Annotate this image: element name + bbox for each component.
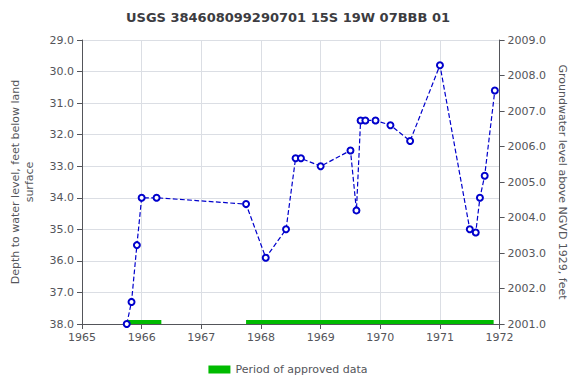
svg-text:Groundwater level above NGVD 1: Groundwater level above NGVD 1929, feet xyxy=(556,64,569,300)
svg-text:Depth to water level, feet bel: Depth to water level, feet below land xyxy=(9,80,22,285)
svg-text:1971: 1971 xyxy=(426,331,454,344)
svg-text:1970: 1970 xyxy=(366,331,394,344)
svg-text:2007.0: 2007.0 xyxy=(508,105,547,118)
svg-text:2008.0: 2008.0 xyxy=(508,69,547,82)
svg-text:1969: 1969 xyxy=(307,331,335,344)
svg-text:Period of approved data: Period of approved data xyxy=(235,363,367,376)
svg-text:USGS 384608099290701 15S 19W 0: USGS 384608099290701 15S 19W 07BBB 01 xyxy=(126,10,450,25)
svg-text:30.0: 30.0 xyxy=(50,65,75,78)
svg-text:29.0: 29.0 xyxy=(50,34,75,47)
svg-text:37.0: 37.0 xyxy=(50,286,75,299)
svg-text:2005.0: 2005.0 xyxy=(508,176,547,189)
svg-text:35.0: 35.0 xyxy=(50,223,75,236)
svg-text:2001.0: 2001.0 xyxy=(508,318,547,331)
svg-text:1967: 1967 xyxy=(187,331,215,344)
svg-text:31.0: 31.0 xyxy=(50,97,75,110)
svg-text:34.0: 34.0 xyxy=(50,191,75,204)
svg-text:36.0: 36.0 xyxy=(50,254,75,267)
svg-text:surface: surface xyxy=(23,161,36,202)
svg-text:1968: 1968 xyxy=(247,331,275,344)
svg-text:2006.0: 2006.0 xyxy=(508,140,547,153)
svg-text:2002.0: 2002.0 xyxy=(508,282,547,295)
svg-text:2009.0: 2009.0 xyxy=(508,34,547,47)
svg-text:1966: 1966 xyxy=(128,331,156,344)
svg-text:2003.0: 2003.0 xyxy=(508,247,547,260)
svg-text:2004.0: 2004.0 xyxy=(508,211,547,224)
svg-text:38.0: 38.0 xyxy=(50,318,75,331)
svg-text:32.0: 32.0 xyxy=(50,128,75,141)
svg-text:33.0: 33.0 xyxy=(50,160,75,173)
svg-text:1972: 1972 xyxy=(486,331,514,344)
svg-text:1965: 1965 xyxy=(68,331,96,344)
